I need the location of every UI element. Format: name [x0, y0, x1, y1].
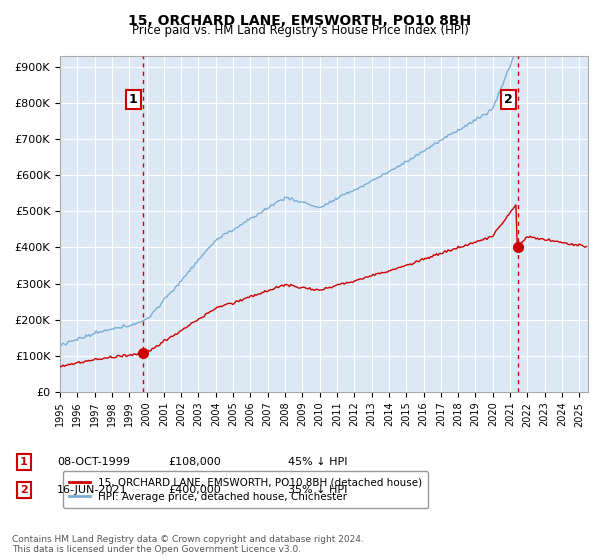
Text: 35% ↓ HPI: 35% ↓ HPI — [288, 485, 347, 495]
Text: Contains HM Land Registry data © Crown copyright and database right 2024.
This d: Contains HM Land Registry data © Crown c… — [12, 535, 364, 554]
Text: 1: 1 — [129, 93, 137, 106]
Text: 1: 1 — [20, 457, 28, 467]
Text: 15, ORCHARD LANE, EMSWORTH, PO10 8BH: 15, ORCHARD LANE, EMSWORTH, PO10 8BH — [128, 14, 472, 28]
Text: 16-JUN-2021: 16-JUN-2021 — [57, 485, 128, 495]
Text: £400,000: £400,000 — [168, 485, 221, 495]
Text: 2: 2 — [504, 93, 512, 106]
Text: £108,000: £108,000 — [168, 457, 221, 467]
Text: 2: 2 — [20, 485, 28, 495]
Text: 08-OCT-1999: 08-OCT-1999 — [57, 457, 130, 467]
Legend: 15, ORCHARD LANE, EMSWORTH, PO10 8BH (detached house), HPI: Average price, detac: 15, ORCHARD LANE, EMSWORTH, PO10 8BH (de… — [62, 471, 428, 508]
Text: 45% ↓ HPI: 45% ↓ HPI — [288, 457, 347, 467]
Text: Price paid vs. HM Land Registry's House Price Index (HPI): Price paid vs. HM Land Registry's House … — [131, 24, 469, 37]
